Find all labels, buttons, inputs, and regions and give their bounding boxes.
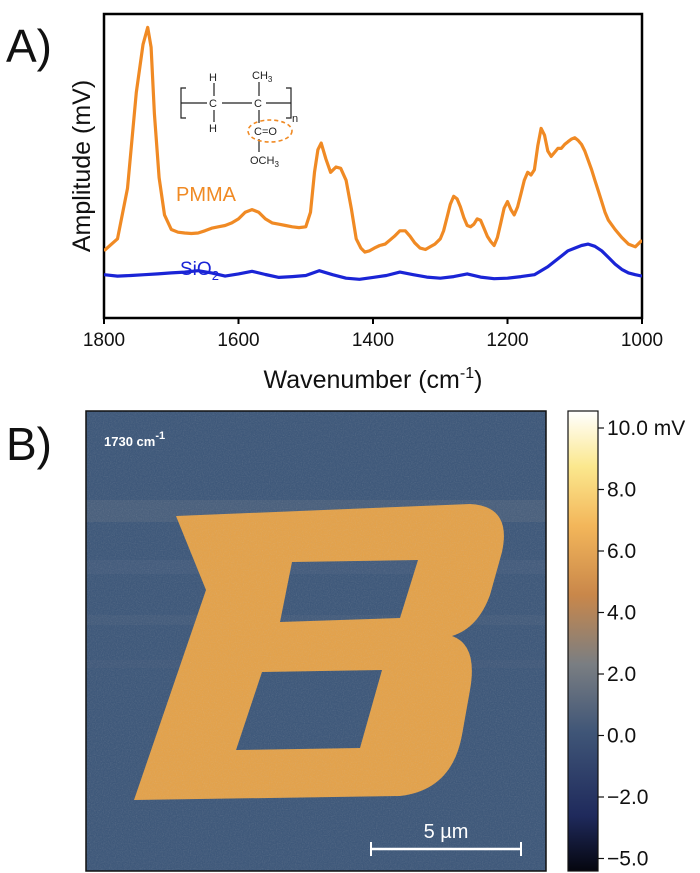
svg-text:H: H (209, 123, 217, 135)
colorbar: 10.0 mV 8.0 6.0 4.0 2.0 0.0 −2.0 −5.0 (567, 410, 685, 872)
pmma-structure (180, 82, 293, 152)
svg-text:C=O: C=O (254, 126, 277, 138)
colorbar-tick-label: 10.0 mV (607, 417, 685, 440)
x-tick-label-1000: 1000 (621, 330, 663, 351)
panel-b-letter: B) (6, 418, 52, 470)
scale-bar: 5 µm (370, 821, 522, 856)
x-tick-label-1400: 1400 (352, 330, 394, 351)
x-tick-label-1200: 1200 (486, 330, 528, 351)
x-axis-title: Wavenumber (cm-1) (264, 365, 483, 394)
x-tick-label-1600: 1600 (217, 330, 259, 351)
svg-text:C: C (254, 98, 262, 110)
ir-map: 1730 cm-1 5 µm (86, 411, 546, 871)
colorbar-tick-label: 8.0 (607, 479, 636, 502)
colorbar-ticks: 10.0 mV 8.0 6.0 4.0 2.0 0.0 −2.0 −5.0 (598, 417, 685, 871)
colorbar-tick-label: −5.0 (607, 848, 648, 871)
svg-text:H: H (209, 72, 217, 84)
svg-text:n: n (292, 113, 298, 125)
panel-a-letter: A) (6, 20, 52, 72)
x-axis-ticks: 1800 1600 1400 1200 1000 (83, 318, 663, 351)
map-wavenumber-label: 1730 cm-1 (104, 430, 165, 449)
y-axis-title: Amplitude (mV) (68, 80, 96, 252)
colorbar-tick-label: −2.0 (607, 786, 648, 809)
colorbar-gradient (567, 410, 599, 872)
svg-text:OCH3: OCH3 (250, 155, 279, 169)
spectrum-chart: 1800 1600 1400 1200 1000 PMMA SiO2 H C H C (68, 12, 663, 394)
svg-text:CH3: CH3 (252, 70, 273, 84)
colorbar-tick-label: 0.0 (607, 725, 636, 748)
pmma-structure-text: H C H C CH3 C=O OCH3 n (209, 70, 298, 169)
carbonyl-highlight (247, 119, 293, 143)
series-line-pmma (104, 25, 642, 254)
series-label-sio2: SiO2 (180, 259, 219, 283)
series-label-pmma: PMMA (176, 184, 237, 206)
series-line-sio2 (104, 242, 642, 281)
colorbar-tick-label: 2.0 (607, 663, 636, 686)
scale-bar-label: 5 µm (424, 821, 469, 843)
x-tick-label-1800: 1800 (83, 330, 125, 351)
svg-text:C: C (209, 98, 217, 110)
colorbar-tick-label: 4.0 (607, 602, 636, 625)
colorbar-tick-label: 6.0 (607, 540, 636, 563)
